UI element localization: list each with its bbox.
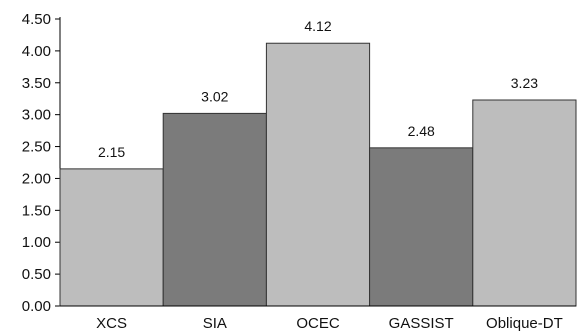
bar-ocec (265, 42, 371, 307)
y-tick-label: 4.00 (22, 43, 51, 60)
y-tick-label: 2.00 (22, 170, 51, 187)
x-axis: XCS SIA OCEC GASSIST Oblique-DT (60, 305, 576, 332)
bar-oblique-dt (472, 99, 577, 307)
y-tick-label: 0.00 (22, 298, 51, 315)
y-tick-label: 4.50 (22, 11, 51, 28)
bar-sia (162, 112, 267, 307)
value-label: 2.15 (98, 144, 125, 160)
x-category-label: OCEC (296, 315, 340, 332)
bars (59, 42, 577, 307)
bar-xcs (59, 168, 164, 307)
y-tick-label: 1.50 (22, 202, 51, 219)
y-tick-label: 3.50 (22, 75, 51, 92)
value-label: 3.02 (201, 88, 228, 104)
x-category-label: GASSIST (389, 315, 454, 332)
bar-gassist (369, 147, 474, 307)
y-tick-label: 1.00 (22, 234, 51, 251)
x-category-label: XCS (96, 315, 127, 332)
y-axis: 0.00 0.50 1.00 1.50 2.00 2.50 3.00 3.50 4.00 4.50 (22, 11, 61, 315)
x-category-label: Oblique-DT (486, 315, 563, 332)
value-labels: 2.15 3.02 4.12 2.48 3.23 (98, 18, 538, 160)
y-tick-label: 0.50 (22, 266, 51, 283)
y-tick-label: 3.00 (22, 107, 51, 124)
y-tick-label: 2.50 (22, 139, 51, 156)
value-label: 4.12 (304, 18, 331, 34)
value-label: 3.23 (511, 75, 538, 91)
value-label: 2.48 (408, 123, 435, 139)
x-category-label: SIA (203, 315, 227, 332)
